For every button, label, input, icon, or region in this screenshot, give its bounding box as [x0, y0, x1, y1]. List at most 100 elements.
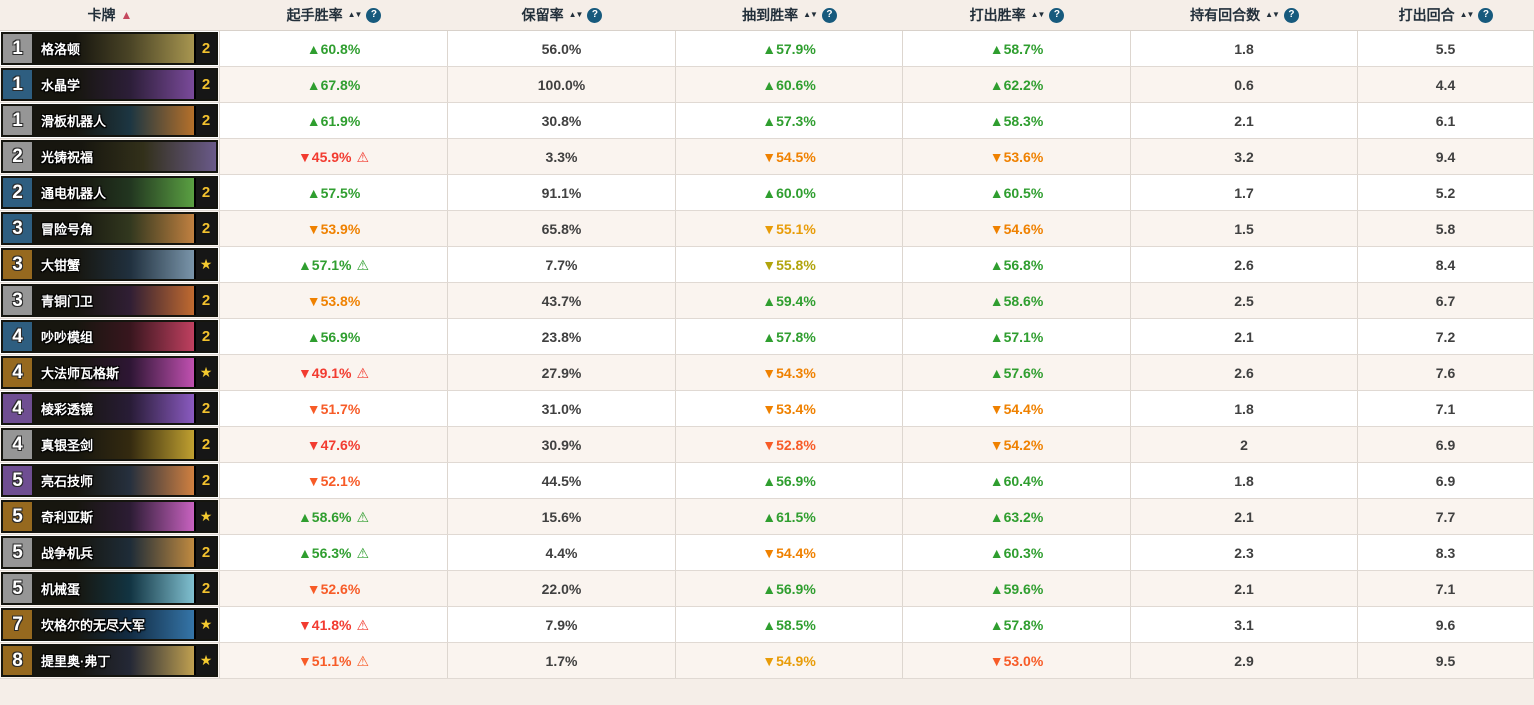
drawn-winrate-cell: ▲61.5% [676, 499, 903, 534]
mana-cost-badge: 2 [3, 178, 34, 207]
drawn-winrate-cell: ▼54.9% [676, 643, 903, 678]
turn-played-cell: 5.2 [1358, 175, 1534, 210]
card-tile[interactable]: 7 坎格尔的无尽大军 ★ [1, 608, 218, 641]
card-count-badge: ★ [194, 646, 216, 675]
drawn-winrate-value: ▲60.6% [762, 76, 816, 93]
kept-rate-cell: 91.1% [448, 175, 676, 210]
kept-rate-value: 3.3% [545, 148, 578, 165]
kept-rate-value: 65.8% [541, 220, 582, 237]
played-winrate-value: ▲63.2% [989, 508, 1044, 525]
card-count-badge: 2 [194, 430, 216, 459]
card-art: 冒险号角 [34, 214, 194, 243]
mulligan-winrate-cell: ▲57.5% [220, 175, 448, 210]
low-data-warning-icon: ⚠ [356, 652, 370, 669]
help-icon[interactable]: ? [366, 7, 382, 23]
mulligan-winrate-cell: ▲60.8% [220, 31, 448, 66]
help-icon[interactable]: ? [821, 7, 837, 23]
card-count-badge: 2 [194, 286, 216, 315]
card-tile[interactable]: 3 冒险号角 2 [1, 212, 218, 245]
card-tile[interactable]: 5 机械蛋 2 [1, 572, 218, 605]
column-label-kept-rate: 保留率 [521, 7, 564, 23]
card-tile[interactable]: 3 大钳蟹 ★ [1, 248, 218, 281]
card-cell: 2 光铸祝福 [0, 139, 220, 174]
drawn-winrate-value: ▼54.3% [762, 364, 816, 381]
column-label-turns-held: 持有回合数 [1190, 7, 1261, 23]
turn-played-value: 6.9 [1435, 472, 1456, 489]
played-winrate-cell: ▲60.5% [903, 175, 1131, 210]
card-cell: 8 提里奥·弗丁 ★ [0, 643, 220, 678]
card-cell: 4 真银圣剑 2 [0, 427, 220, 462]
card-tile[interactable]: 2 通电机器人 2 [1, 176, 218, 209]
turns-held-cell: 2.1 [1131, 499, 1358, 534]
drawn-winrate-value: ▲57.3% [762, 112, 816, 129]
played-winrate-value: ▲60.4% [989, 472, 1044, 489]
card-name: 提里奥·弗丁 [41, 654, 111, 669]
card-art: 光铸祝福 [34, 142, 216, 171]
card-count-badge: 2 [194, 574, 216, 603]
turns-held-value: 2.1 [1234, 580, 1254, 597]
column-header-played-winrate[interactable]: 打出胜率 ▲▼ ? [903, 0, 1131, 30]
turn-played-value: 7.1 [1435, 580, 1456, 597]
card-tile[interactable]: 2 光铸祝福 [1, 140, 218, 173]
card-art: 青铜门卫 [34, 286, 194, 315]
mulligan-winrate-cell: ▲57.1% ⚠ [220, 247, 448, 282]
drawn-winrate-cell: ▼55.1% [676, 211, 903, 246]
played-winrate-value: ▲57.1% [989, 328, 1044, 345]
card-tile[interactable]: 4 大法师瓦格斯 ★ [1, 356, 218, 389]
drawn-winrate-cell: ▲57.3% [676, 103, 903, 138]
played-winrate-value: ▼54.4% [989, 400, 1044, 417]
card-name: 青铜门卫 [41, 294, 94, 309]
help-icon[interactable]: ? [1049, 7, 1065, 23]
card-art: 亮石技师 [34, 466, 194, 495]
turn-played-cell: 7.2 [1358, 319, 1534, 354]
mulligan-winrate-cell: ▼41.8% ⚠ [220, 607, 448, 642]
card-tile[interactable]: 5 战争机兵 2 [1, 536, 218, 569]
table-row: 2 光铸祝福 ▼45.9% ⚠ 3.3% ▼54.5% ▼53.6% 3.2 9 [0, 139, 1534, 175]
turn-played-cell: 7.6 [1358, 355, 1534, 390]
card-tile[interactable]: 1 水晶学 2 [1, 68, 218, 101]
table-row: 4 大法师瓦格斯 ★ ▼49.1% ⚠ 27.9% ▼54.3% ▲57.6% … [0, 355, 1534, 391]
column-header-turn-played[interactable]: 打出回合 ▲▼ ? [1358, 0, 1534, 30]
card-tile[interactable]: 4 真银圣剑 2 [1, 428, 218, 461]
card-tile[interactable]: 5 奇利亚斯 ★ [1, 500, 218, 533]
played-winrate-value: ▲60.3% [989, 544, 1044, 561]
column-header-mulligan-winrate[interactable]: 起手胜率 ▲▼ ? [220, 0, 448, 30]
card-tile[interactable]: 4 吵吵模组 2 [1, 320, 218, 353]
card-tile[interactable]: 1 格洛顿 2 [1, 32, 218, 65]
drawn-winrate-cell: ▼54.3% [676, 355, 903, 390]
turn-played-cell: 6.7 [1358, 283, 1534, 318]
help-icon[interactable]: ? [1283, 7, 1299, 23]
mulligan-winrate-value: ▼52.6% [306, 580, 361, 597]
turn-played-value: 7.1 [1435, 400, 1456, 417]
drawn-winrate-value: ▼54.9% [762, 652, 816, 669]
card-tile[interactable]: 8 提里奥·弗丁 ★ [1, 644, 218, 677]
drawn-winrate-value: ▲58.5% [762, 616, 816, 633]
column-header-drawn-winrate[interactable]: 抽到胜率 ▲▼ ? [676, 0, 903, 30]
card-tile[interactable]: 1 滑板机器人 2 [1, 104, 218, 137]
card-tile[interactable]: 3 青铜门卫 2 [1, 284, 218, 317]
table-row: 3 青铜门卫 2 ▼53.8% 43.7% ▲59.4% ▲58.6% 2.5 [0, 283, 1534, 319]
mana-cost-badge: 4 [3, 430, 34, 459]
kept-rate-cell: 65.8% [448, 211, 676, 246]
turns-held-value: 3.1 [1234, 616, 1254, 633]
drawn-winrate-value: ▼55.8% [762, 256, 816, 273]
mulligan-winrate-cell: ▲67.8% [220, 67, 448, 102]
card-name: 棱彩透镜 [41, 402, 94, 417]
help-icon[interactable]: ? [587, 7, 603, 23]
turns-held-value: 2.6 [1234, 364, 1254, 381]
card-tile[interactable]: 4 棱彩透镜 2 [1, 392, 218, 425]
help-icon[interactable]: ? [1478, 7, 1494, 23]
turns-held-cell: 1.8 [1131, 463, 1358, 498]
card-cell: 1 滑板机器人 2 [0, 103, 220, 138]
card-cell: 3 大钳蟹 ★ [0, 247, 220, 282]
table-row: 5 奇利亚斯 ★ ▲58.6% ⚠ 15.6% ▲61.5% ▲63.2% 2.… [0, 499, 1534, 535]
card-tile[interactable]: 5 亮石技师 2 [1, 464, 218, 497]
turn-played-value: 8.4 [1435, 256, 1456, 273]
card-art: 通电机器人 [34, 178, 194, 207]
column-header-card[interactable]: 卡牌 ▲ [0, 0, 220, 30]
played-winrate-cell: ▲57.6% [903, 355, 1131, 390]
column-header-turns-held[interactable]: 持有回合数 ▲▼ ? [1131, 0, 1358, 30]
column-header-kept-rate[interactable]: 保留率 ▲▼ ? [448, 0, 676, 30]
turn-played-value: 9.4 [1435, 148, 1456, 165]
card-name: 通电机器人 [41, 186, 107, 201]
